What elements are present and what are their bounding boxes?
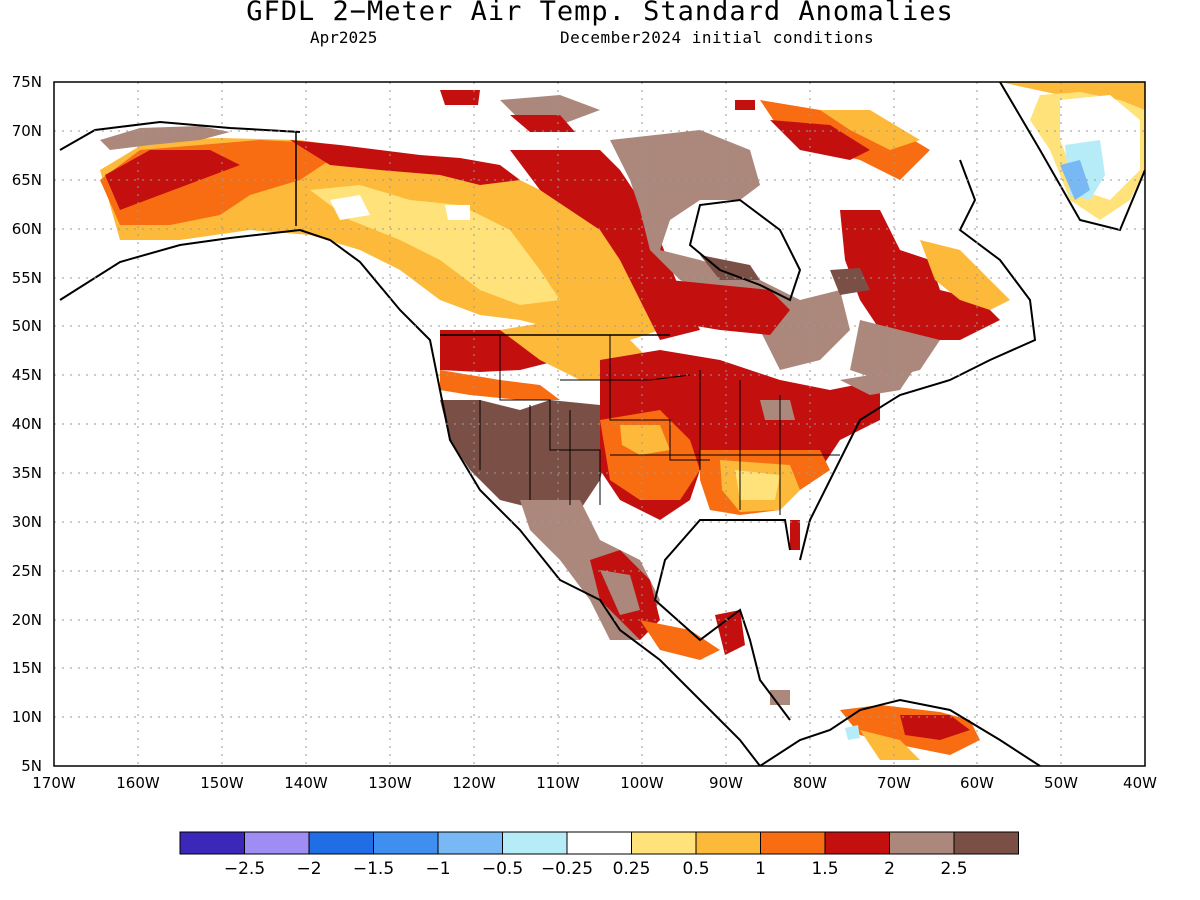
colorbar-swatch (244, 831, 310, 855)
lon-label: 60W (960, 774, 994, 792)
lat-label: 25N (12, 562, 42, 580)
lon-label: 70W (877, 774, 911, 792)
longitude-axis: 170W 160W 150W 140W 130W 120W 110W 100W … (32, 774, 1157, 792)
lat-label: 55N (12, 269, 42, 287)
colorbar-swatch (373, 831, 439, 855)
lon-label: 100W (620, 774, 664, 792)
colorbar-label: 1.5 (811, 859, 838, 879)
map-content (55, 82, 1145, 766)
colorbar-label: 1 (755, 859, 766, 879)
colorbar-label: 0.5 (682, 859, 709, 879)
colorbar-label: −0.5 (482, 859, 523, 879)
colorbar-label: −1.5 (353, 859, 394, 879)
colorbar-swatch (824, 831, 890, 855)
colorbar-swatch (631, 831, 697, 855)
anomaly-shading (100, 82, 1145, 760)
colorbar-label: 0.25 (613, 859, 651, 879)
colorbar-label: −2.5 (224, 859, 265, 879)
state-borders (479, 335, 840, 515)
lon-label: 150W (200, 774, 244, 792)
latitude-axis: 75N 70N 65N 60N 55N 50N 45N 40N 35N 30N … (12, 73, 42, 775)
colorbar-swatch (308, 831, 374, 855)
colorbar-swatch (953, 831, 1019, 855)
coastlines (59, 82, 1145, 766)
lat-label: 40N (12, 415, 42, 433)
lat-label: 45N (12, 366, 42, 384)
colorbar: −2.5 −2 −1.5 −1 −0.5 −0.25 0.25 0.5 1 1.5 2 2.5 (179, 831, 1019, 879)
lat-label: 10N (12, 708, 42, 726)
graticule (54, 82, 1145, 766)
colorbar-swatch (889, 831, 955, 855)
colorbar-swatch (437, 831, 503, 855)
colorbar-swatch (760, 831, 826, 855)
colorbar-label: 2 (884, 859, 895, 879)
colorbar-swatch (566, 831, 632, 855)
forecast-month: Apr2025 (310, 28, 378, 47)
lon-label: 40W (1123, 774, 1157, 792)
initial-conditions: December2024 initial conditions (560, 28, 875, 47)
lat-label: 30N (12, 513, 42, 531)
lon-label: 50W (1044, 774, 1078, 792)
colorbar-label: −1 (425, 859, 450, 879)
lat-label: 65N (12, 171, 42, 189)
map-frame (53, 81, 1146, 767)
lon-label: 130W (368, 774, 412, 792)
colorbar-label: −0.25 (541, 859, 593, 879)
lon-label: 140W (284, 774, 328, 792)
lon-label: 170W (32, 774, 76, 792)
lat-label: 75N (12, 73, 42, 91)
lat-label: 50N (12, 317, 42, 335)
map-title: GFDL 2−Meter Air Temp. Standard Anomalie… (246, 0, 954, 27)
lat-label: 20N (12, 611, 42, 629)
colorbar-swatch (502, 831, 568, 855)
lat-label: 5N (21, 757, 42, 775)
colorbar-swatch (695, 831, 761, 855)
lat-label: 35N (12, 464, 42, 482)
colorbar-label: −2 (296, 859, 321, 879)
colorbar-swatch (179, 831, 245, 855)
lat-label: 60N (12, 220, 42, 238)
lon-label: 160W (116, 774, 160, 792)
colorbar-label: 2.5 (940, 859, 967, 879)
lon-label: 120W (452, 774, 496, 792)
lat-label: 15N (12, 659, 42, 677)
lon-label: 90W (709, 774, 743, 792)
lat-label: 70N (12, 122, 42, 140)
lon-label: 80W (793, 774, 827, 792)
lon-label: 110W (536, 774, 580, 792)
